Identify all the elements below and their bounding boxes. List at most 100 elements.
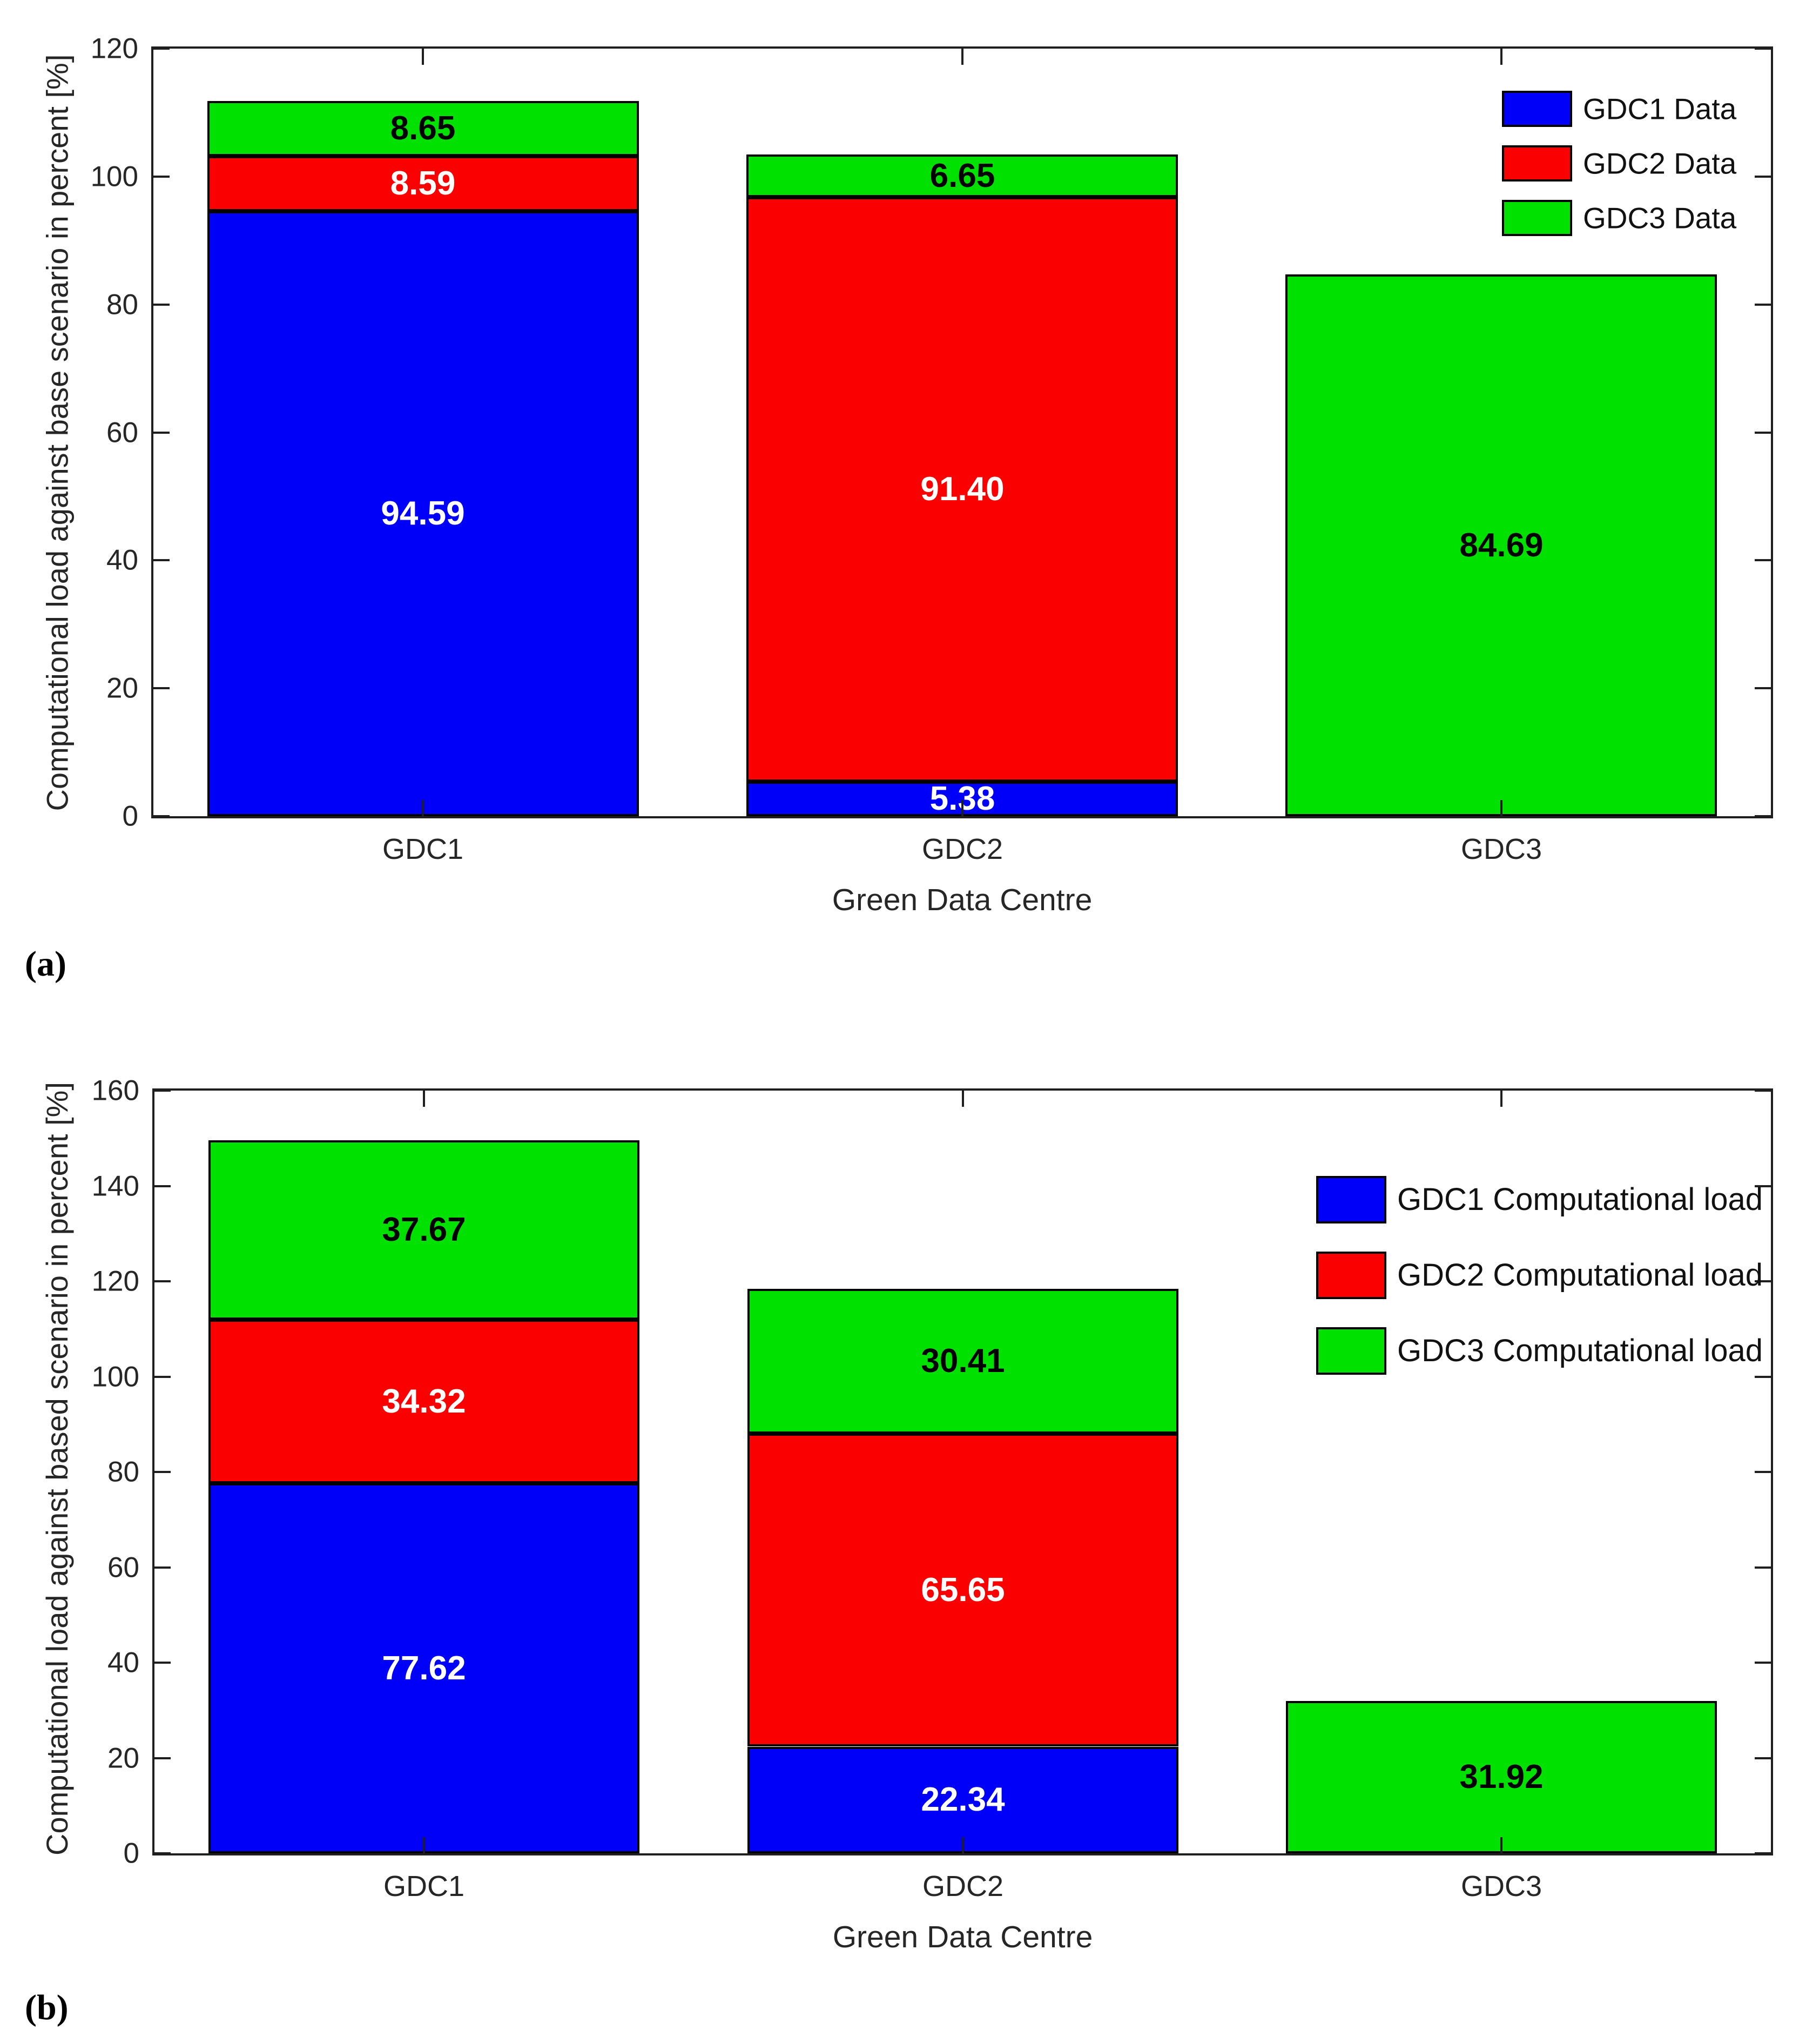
panel-label-b: (b)	[25, 1988, 69, 2027]
x-tick-label: GDC2	[921, 833, 1003, 865]
bar-segment	[747, 1289, 1178, 1434]
x-axis-label: Green Data Centre	[832, 883, 1093, 917]
y-tick-mark	[1755, 1852, 1771, 1854]
bar-segment	[208, 1140, 639, 1320]
bar-segment	[207, 101, 639, 156]
y-tick-mark	[1755, 304, 1771, 306]
y-tick-mark	[1755, 1376, 1771, 1378]
y-tick-mark	[154, 1280, 171, 1282]
panel-label-a: (a)	[25, 944, 66, 984]
x-tick-label: GDC3	[1460, 833, 1542, 865]
y-tick-mark	[1755, 1566, 1771, 1569]
legend-entry-label: GDC2 Data	[1583, 146, 1737, 180]
legend-entry-label: GDC3 Data	[1583, 201, 1737, 234]
x-tick-mark	[422, 800, 424, 816]
y-tick-mark	[154, 1376, 171, 1378]
x-tick-label: GDC3	[1460, 1870, 1542, 1902]
x-tick-mark	[962, 1837, 964, 1853]
y-tick-mark	[153, 559, 170, 561]
bar-value-label: 94.59	[381, 495, 465, 532]
x-tick-mark	[962, 1091, 964, 1107]
y-tick-mark	[154, 1185, 171, 1187]
y-tick-label: 20	[107, 1742, 139, 1774]
y-tick-label: 0	[123, 1837, 139, 1870]
bar-segment	[208, 1320, 639, 1483]
x-axis-label: Green Data Centre	[832, 1920, 1093, 1954]
legend-swatch	[1316, 1252, 1386, 1299]
y-tick-mark	[154, 1566, 171, 1569]
y-tick-mark	[1755, 1662, 1771, 1664]
y-tick-mark	[1755, 432, 1771, 434]
y-tick-mark	[154, 1852, 171, 1854]
legend-swatch	[1502, 200, 1572, 236]
y-tick-mark	[1755, 176, 1771, 178]
x-tick-label: GDC2	[922, 1870, 1004, 1902]
y-tick-mark	[154, 1471, 171, 1473]
y-tick-label: 40	[107, 1646, 139, 1679]
bar-segment	[746, 197, 1178, 782]
x-tick-mark	[422, 49, 424, 65]
bar-value-label: 65.65	[921, 1571, 1005, 1609]
bar-value-label: 37.67	[382, 1211, 466, 1248]
y-tick-mark	[153, 176, 170, 178]
legend-swatch	[1316, 1327, 1386, 1375]
x-tick-mark	[1500, 1837, 1502, 1853]
x-tick-mark	[1500, 800, 1502, 816]
bar-segment	[1285, 274, 1717, 816]
y-tick-mark	[1755, 687, 1771, 689]
y-tick-label: 40	[106, 544, 138, 576]
y-tick-mark	[154, 1662, 171, 1664]
bar-value-label: 31.92	[1459, 1758, 1544, 1796]
x-tick-mark	[961, 49, 963, 65]
x-tick-mark	[1500, 49, 1502, 65]
legend-swatch	[1502, 91, 1572, 127]
y-tick-label: 60	[107, 1551, 139, 1584]
y-tick-mark	[154, 1090, 171, 1092]
y-tick-mark	[153, 432, 170, 434]
y-axis-label: Computational load against base scenario…	[40, 54, 75, 811]
y-tick-label: 140	[91, 1170, 139, 1202]
y-tick-label: 160	[91, 1074, 139, 1107]
y-tick-mark	[1755, 1280, 1771, 1282]
y-tick-mark	[1755, 1090, 1771, 1092]
y-axis-label: Computational load against based scenari…	[40, 1082, 74, 1855]
y-tick-label: 20	[106, 672, 138, 704]
y-tick-mark	[1755, 48, 1771, 50]
y-tick-mark	[1755, 559, 1771, 561]
y-tick-mark	[154, 1757, 171, 1759]
bar-value-label: 30.41	[921, 1342, 1005, 1380]
bar-segment	[746, 154, 1178, 197]
y-tick-mark	[1755, 1757, 1771, 1759]
y-tick-label: 0	[122, 800, 138, 832]
x-tick-mark	[423, 1091, 425, 1107]
y-tick-label: 80	[107, 1456, 139, 1488]
y-tick-mark	[1755, 1185, 1771, 1187]
legend-swatch	[1316, 1176, 1386, 1223]
y-tick-label: 120	[91, 1265, 139, 1297]
legend-swatch	[1502, 145, 1572, 181]
y-tick-mark	[153, 304, 170, 306]
y-tick-label: 100	[90, 160, 138, 193]
y-tick-mark	[1755, 1471, 1771, 1473]
bar-value-label: 77.62	[382, 1650, 466, 1687]
bar-value-label: 8.65	[390, 110, 456, 147]
y-tick-label: 100	[91, 1361, 139, 1393]
legend-entry-label: GDC2 Computational load	[1397, 1258, 1763, 1293]
legend-entry-label: GDC3 Computational load	[1397, 1333, 1763, 1368]
y-tick-mark	[153, 815, 170, 817]
x-tick-label: GDC1	[383, 1870, 465, 1902]
bar-value-label: 91.40	[920, 470, 1005, 508]
legend-entry-label: GDC1 Computational load	[1397, 1182, 1763, 1217]
bar-segment	[747, 1747, 1178, 1853]
y-tick-label: 80	[106, 288, 138, 321]
y-tick-mark	[1755, 815, 1771, 817]
x-tick-label: GDC1	[382, 833, 464, 865]
bar-value-label: 84.69	[1459, 527, 1544, 564]
bar-segment	[747, 1434, 1178, 1746]
bar-value-label: 34.32	[382, 1383, 466, 1420]
bar-segment	[207, 156, 639, 211]
y-tick-mark	[153, 687, 170, 689]
bar-value-label: 8.59	[390, 165, 456, 202]
bar-value-label: 6.65	[929, 157, 995, 194]
